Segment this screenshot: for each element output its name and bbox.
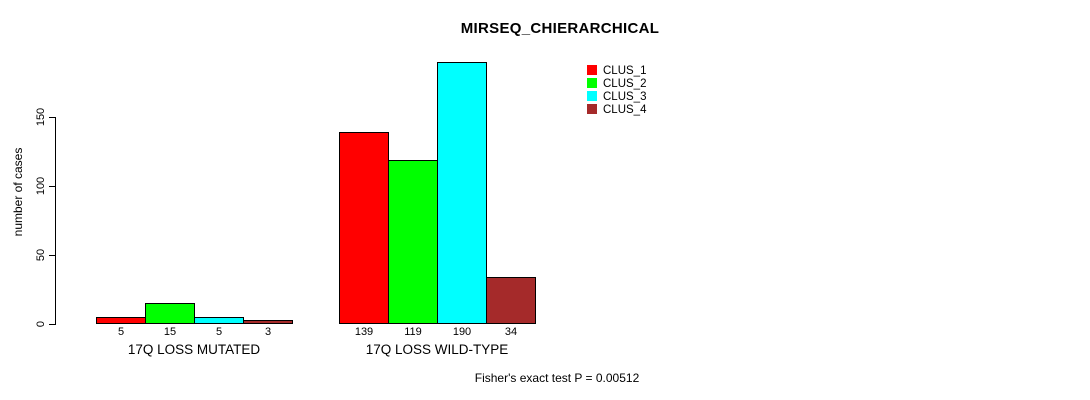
bar-clus_3-group1 [194,317,244,324]
legend-swatch-clus_1 [587,65,597,75]
bar-value-label: 119 [404,326,422,338]
legend-swatch-clus_2 [587,78,597,88]
bar-clus_1-group1 [96,317,146,324]
y-tick-label: 0 [35,320,47,328]
legend-label-clus_2: CLUS_2 [603,78,647,90]
x-category-label: 17Q LOSS MUTATED [127,342,261,357]
y-axis-line [55,117,56,325]
bar-value-label: 5 [215,326,223,338]
bar-value-label: 5 [117,326,125,338]
bar-value-label: 139 [354,326,374,338]
y-axis-tick [49,255,55,256]
chart-title: MIRSEQ_CHIERARCHICAL [460,20,660,37]
x-category-label: 17Q LOSS WILD-TYPE [365,342,509,357]
y-axis-tick [49,117,55,118]
y-axis-tick [49,324,55,325]
y-tick-label: 100 [35,176,47,196]
bar-clus_4-group2 [486,277,536,324]
legend-label-clus_1: CLUS_1 [603,65,647,77]
bar-value-label: 3 [264,326,272,338]
legend-swatch-clus_3 [587,91,597,101]
bar-value-label: 15 [163,326,177,338]
bar-clus_3-group2 [437,62,487,324]
y-tick-label: 150 [35,107,47,127]
y-axis-label: number of cases [11,147,25,237]
legend-swatch-clus_4 [587,104,597,114]
y-axis-tick [49,186,55,187]
bar-clus_2-group2 [388,160,438,324]
y-tick-label: 50 [35,248,47,262]
bar-clus_1-group2 [339,132,389,324]
bar-value-label: 190 [452,326,472,338]
legend-label-clus_3: CLUS_3 [603,91,647,103]
bar-clus_2-group1 [145,303,195,324]
legend-label-clus_4: CLUS_4 [603,104,647,116]
bar-value-label: 34 [504,326,518,338]
bar-clus_4-group1 [243,320,293,324]
fisher-test-note: Fisher's exact test P = 0.00512 [474,371,640,385]
